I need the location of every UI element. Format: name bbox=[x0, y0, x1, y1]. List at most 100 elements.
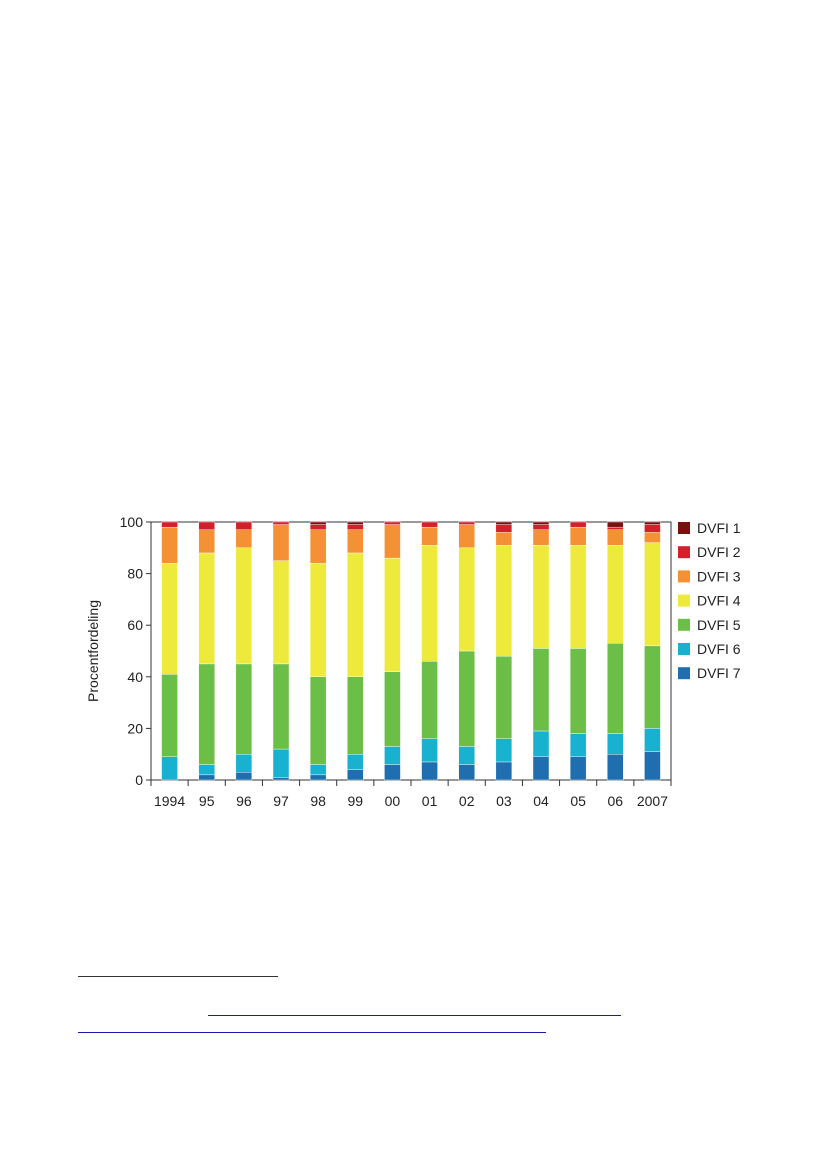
legend-swatch bbox=[678, 546, 690, 559]
bar-segment bbox=[235, 529, 253, 548]
legend-label: DVFI 7 bbox=[697, 665, 741, 681]
bar-segment bbox=[198, 764, 215, 776]
bar-segment bbox=[272, 560, 290, 665]
bar-segment bbox=[532, 545, 550, 649]
bar-segment bbox=[384, 524, 401, 559]
bar-segment bbox=[309, 529, 327, 564]
footnote-separator bbox=[78, 976, 278, 977]
bar-segment bbox=[272, 777, 290, 781]
bar-segment bbox=[421, 521, 438, 528]
x-tick-label: 06 bbox=[607, 793, 623, 809]
bar-segment bbox=[347, 529, 364, 554]
bar-segment bbox=[532, 730, 550, 757]
y-tick-label: 100 bbox=[120, 514, 144, 530]
bar-segment bbox=[458, 764, 475, 781]
bar-segment bbox=[384, 746, 401, 765]
bar-segment bbox=[644, 532, 661, 543]
legend-label: DVFI 1 bbox=[697, 520, 741, 536]
bar-segment bbox=[495, 532, 513, 546]
bar-segment bbox=[607, 545, 624, 644]
bar-segment bbox=[495, 524, 513, 533]
legend-swatch bbox=[678, 643, 690, 655]
bar-segment bbox=[532, 529, 550, 546]
bar-segment bbox=[235, 547, 253, 665]
bar-segment bbox=[235, 521, 253, 530]
bar-segment bbox=[272, 521, 290, 525]
bar-segment bbox=[384, 671, 401, 747]
x-tick-label: 98 bbox=[310, 793, 326, 809]
bar-segment bbox=[347, 552, 364, 678]
bar-segment bbox=[347, 676, 364, 755]
x-tick-label: 2007 bbox=[637, 793, 668, 809]
y-tick-label: 0 bbox=[135, 772, 143, 788]
bar-segment bbox=[384, 557, 401, 672]
bar-segment bbox=[309, 676, 327, 765]
bar-segment bbox=[309, 774, 327, 781]
legend-label: DVFI 4 bbox=[697, 593, 741, 609]
bar-segment bbox=[161, 674, 178, 757]
x-tick-label: 02 bbox=[459, 793, 475, 809]
bar-segment bbox=[198, 552, 215, 665]
legend-swatch bbox=[678, 522, 690, 534]
y-tick-label: 40 bbox=[127, 669, 143, 685]
x-tick-label: 99 bbox=[347, 793, 363, 809]
bar-segment bbox=[644, 521, 661, 525]
bar-segment bbox=[495, 738, 513, 763]
bar-segment bbox=[644, 524, 661, 533]
bar-segment bbox=[458, 650, 475, 747]
bar-segment bbox=[347, 524, 364, 530]
legend-label: DVFI 3 bbox=[697, 568, 741, 584]
legend-label: DVFI 2 bbox=[697, 544, 741, 560]
bar-segment bbox=[198, 529, 215, 554]
bar-segment bbox=[607, 521, 624, 528]
bar-segment bbox=[161, 563, 178, 675]
bar-segment bbox=[161, 526, 178, 564]
legend-label: DVFI 5 bbox=[697, 617, 741, 633]
x-tick-label: 00 bbox=[385, 793, 401, 809]
bar-segment bbox=[607, 529, 624, 546]
x-tick-label: 03 bbox=[496, 793, 512, 809]
footnote-link-underline[interactable] bbox=[208, 1015, 621, 1016]
x-tick-label: 01 bbox=[422, 793, 438, 809]
bar-segment bbox=[384, 764, 401, 781]
bar-segment bbox=[532, 521, 550, 525]
bar-segment bbox=[532, 756, 550, 781]
bar-segment bbox=[644, 645, 661, 729]
plot-frame bbox=[150, 521, 672, 781]
bar-segment bbox=[495, 655, 513, 739]
legend-label: DVFI 6 bbox=[697, 641, 741, 657]
bar-segment bbox=[421, 526, 438, 546]
bar-segment bbox=[309, 764, 327, 776]
bar-segment bbox=[384, 521, 401, 525]
x-tick-label: 04 bbox=[533, 793, 549, 809]
bar-segment bbox=[458, 521, 475, 525]
x-tick-label: 1994 bbox=[154, 793, 185, 809]
bar-segment bbox=[569, 733, 587, 757]
bar-segment bbox=[198, 521, 215, 530]
bar-segment bbox=[347, 769, 364, 781]
x-tick-label: 95 bbox=[199, 793, 215, 809]
bar-segment bbox=[198, 774, 215, 781]
y-tick-label: 20 bbox=[127, 720, 143, 736]
bar-segment bbox=[235, 663, 253, 755]
footnote-link-underline-continued[interactable] bbox=[78, 1032, 546, 1033]
bar-segment bbox=[495, 545, 513, 657]
bar-segment bbox=[347, 521, 364, 525]
bar-segment bbox=[607, 733, 624, 755]
bar-segment bbox=[607, 754, 624, 781]
bar-segment bbox=[532, 648, 550, 732]
bar-segment bbox=[347, 754, 364, 770]
bar-segment bbox=[161, 756, 178, 781]
bar-segment bbox=[235, 772, 253, 781]
bar-segment bbox=[272, 748, 290, 778]
bar-segment bbox=[644, 542, 661, 647]
bar-segment bbox=[161, 521, 178, 528]
y-tick-label: 80 bbox=[127, 566, 143, 582]
legend-swatch bbox=[678, 618, 690, 631]
bar-segment bbox=[272, 524, 290, 561]
bar-segment bbox=[644, 728, 661, 752]
bar-segment bbox=[309, 563, 327, 678]
bar-segment bbox=[421, 661, 438, 739]
